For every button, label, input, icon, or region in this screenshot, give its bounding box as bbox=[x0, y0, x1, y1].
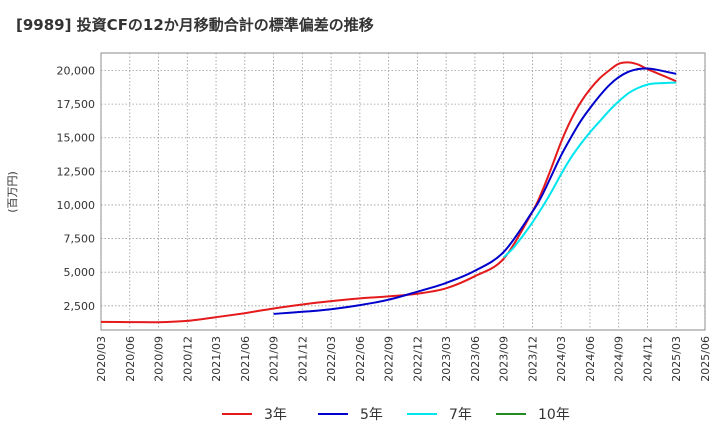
x-tick-label: 2024/12 bbox=[641, 336, 654, 382]
y-tick-label: 7,500 bbox=[64, 233, 96, 246]
x-tick-label: 2020/12 bbox=[181, 336, 194, 382]
x-tick-label: 2023/09 bbox=[498, 336, 511, 382]
y-tick-label: 12,500 bbox=[57, 165, 96, 178]
x-tick-label: 2023/03 bbox=[440, 336, 453, 382]
y-tick-label: 2,500 bbox=[64, 300, 96, 313]
plot-area bbox=[100, 52, 706, 331]
y-tick-label: 15,000 bbox=[57, 132, 96, 145]
y-tick-label: 20,000 bbox=[57, 64, 96, 77]
x-tick-label: 2023/06 bbox=[469, 336, 482, 382]
series-line-2 bbox=[502, 81, 677, 259]
x-tick-label: 2022/09 bbox=[383, 336, 396, 382]
legend-label-1: 5年 bbox=[360, 407, 383, 423]
x-tick-label: 2022/03 bbox=[325, 336, 338, 382]
series-line-1 bbox=[273, 67, 677, 315]
x-tick-label: 2025/03 bbox=[670, 336, 683, 382]
y-axis-label: (百万円) bbox=[6, 171, 19, 213]
x-tick-label: 2021/03 bbox=[210, 336, 223, 382]
chart-title: [9989] 投資CFの12か月移動合計の標準偏差の推移 bbox=[16, 16, 374, 34]
x-tick-label: 2020/06 bbox=[124, 336, 137, 382]
x-tick-label: 2021/06 bbox=[239, 336, 252, 382]
y-tick-label: 5,000 bbox=[64, 266, 96, 279]
x-tick-label: 2024/09 bbox=[613, 336, 626, 382]
legend-label-0: 3年 bbox=[264, 407, 287, 423]
y-tick-label: 10,000 bbox=[57, 199, 96, 212]
x-tick-label: 2023/12 bbox=[526, 336, 539, 382]
x-tick-label: 2025/06 bbox=[699, 336, 712, 382]
legend-label-2: 7年 bbox=[449, 407, 472, 423]
y-tick-label: 17,500 bbox=[57, 98, 96, 111]
x-tick-label: 2022/12 bbox=[411, 336, 424, 382]
x-tick-label: 2021/09 bbox=[268, 336, 281, 382]
x-tick-label: 2024/06 bbox=[584, 336, 597, 382]
x-tick-label: 2020/09 bbox=[153, 336, 166, 382]
x-tick-label: 2020/03 bbox=[95, 336, 108, 382]
x-tick-label: 2022/06 bbox=[354, 336, 367, 382]
x-tick-label: 2021/12 bbox=[296, 336, 309, 382]
legend-label-3: 10年 bbox=[538, 407, 570, 423]
x-tick-label: 2024/03 bbox=[555, 336, 568, 382]
